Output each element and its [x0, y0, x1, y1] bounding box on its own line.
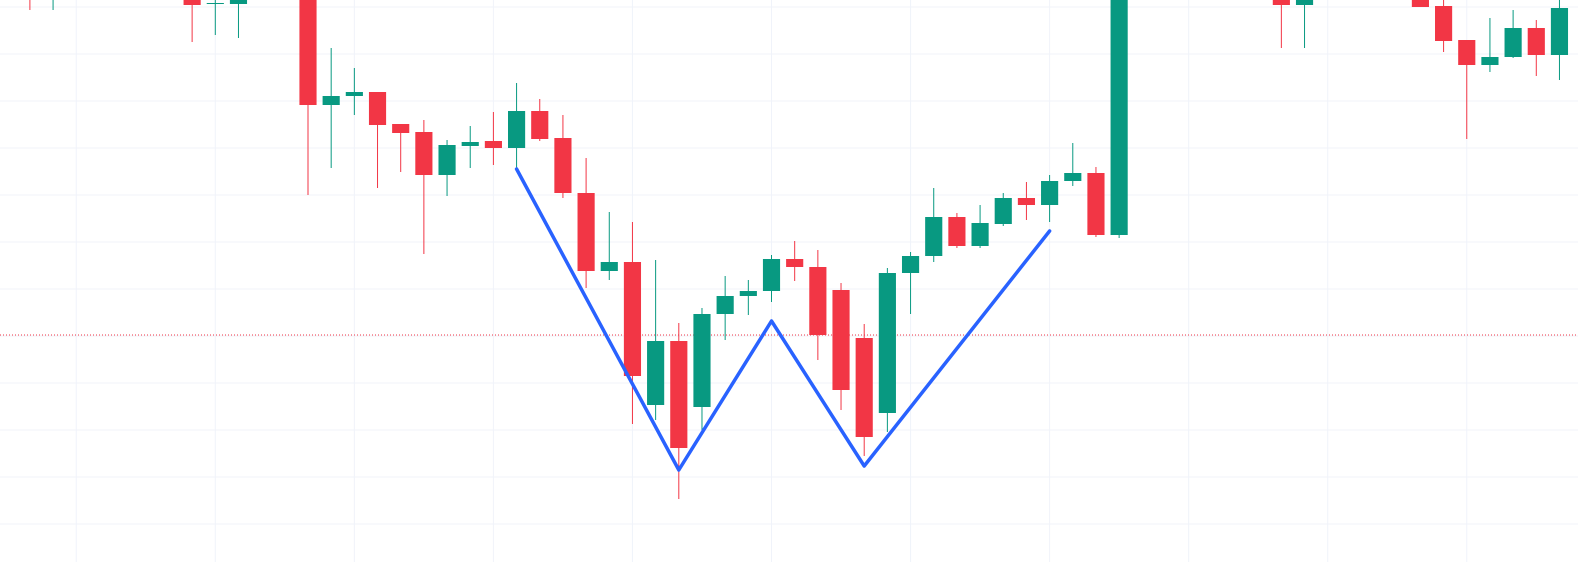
candle-body [1295, 0, 1314, 5]
pattern-line [514, 167, 1052, 472]
candle-body [438, 145, 456, 175]
candle-body [670, 341, 688, 448]
candle-body [762, 259, 781, 291]
candle-body [1504, 28, 1522, 57]
candle-body [1481, 57, 1499, 65]
candle-body [1064, 173, 1082, 181]
candle-body [925, 217, 943, 256]
candle-body [971, 223, 989, 246]
candle-body [1411, 0, 1429, 7]
candle-body [322, 96, 340, 105]
candle-body [531, 111, 549, 139]
candle-body [1550, 8, 1569, 55]
candle-body [1017, 198, 1036, 205]
candle-body [623, 262, 642, 376]
candle-body [484, 141, 502, 148]
candle-body [1110, 0, 1128, 235]
candle-body [183, 0, 201, 5]
candle-body [229, 0, 248, 4]
candle-body [554, 138, 572, 193]
candle-body [994, 198, 1012, 224]
candle-body [206, 3, 224, 4]
candle-body [345, 92, 363, 96]
candle-body [1041, 181, 1059, 205]
candle-body [786, 259, 804, 267]
candle-body [508, 111, 526, 148]
candle-body [832, 290, 850, 390]
candle-body [392, 124, 410, 133]
candle-body [368, 92, 387, 125]
candle-body [1527, 28, 1545, 55]
candle-body [461, 142, 479, 146]
candle-body [716, 296, 734, 314]
candle-body [299, 0, 317, 105]
candle-body [948, 217, 966, 246]
candle-body [693, 314, 711, 407]
candle-body [878, 273, 896, 413]
candle-body [1435, 6, 1453, 41]
candle-body [809, 267, 827, 335]
candle-body [1272, 0, 1290, 5]
candle-body [1458, 40, 1476, 65]
candle-body [577, 193, 595, 271]
candle-body [739, 291, 757, 296]
candle-body [1087, 173, 1105, 235]
candle-body [901, 256, 920, 273]
candle-body [647, 341, 665, 405]
candle-body [855, 338, 873, 437]
candle-body [415, 132, 433, 175]
candle-body [600, 262, 618, 271]
